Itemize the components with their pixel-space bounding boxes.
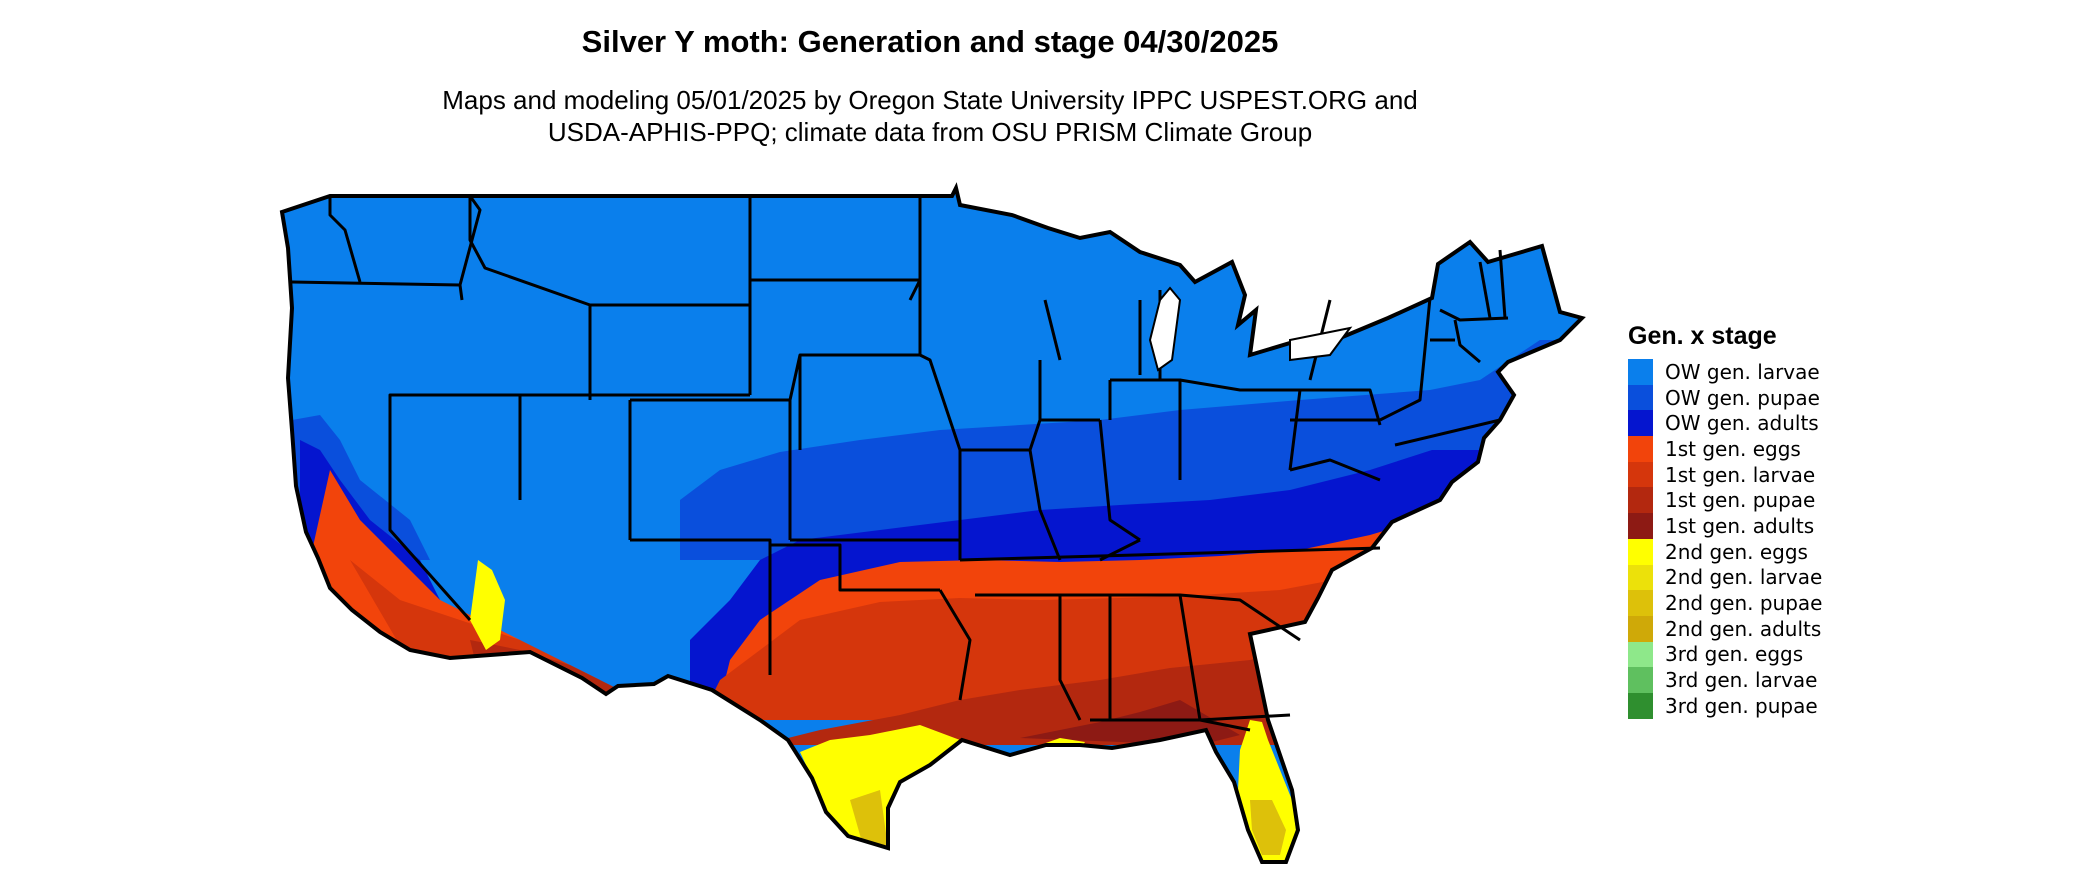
subtitle-line-1: Maps and modeling 05/01/2025 by Oregon S… [442, 85, 1418, 115]
subtitle-line-2: USDA-APHIS-PPQ; climate data from OSU PR… [547, 117, 1313, 147]
legend-item: 2nd gen. larvae [1628, 564, 1823, 591]
legend-label: OW gen. larvae [1665, 359, 1820, 384]
legend-swatch [1628, 564, 1653, 591]
band-2nd-eggs-az [470, 560, 505, 650]
phenology-bands [282, 188, 1582, 862]
map-title: Silver Y moth: Generation and stage 04/3… [581, 24, 1279, 59]
legend-item: OW gen. adults [1628, 410, 1822, 437]
legend-swatch [1628, 513, 1653, 539]
legend-item: 2nd gen. pupae [1628, 590, 1822, 616]
legend: Gen. x stage OW gen. larvae OW gen. pupae… [1628, 322, 1822, 719]
legend-label: OW gen. adults [1665, 411, 1819, 436]
legend-label: 1st gen. pupae [1665, 488, 1816, 513]
legend-label: 2nd gen. eggs [1665, 539, 1808, 564]
legend-item: 2nd gen. eggs [1628, 538, 1822, 565]
legend-label: 2nd gen. larvae [1665, 565, 1823, 590]
band-2nd-eggs [800, 725, 960, 848]
legend-label: 1st gen. larvae [1665, 462, 1816, 487]
legend-item: 1st gen. adults [1628, 513, 1822, 539]
band-2nd-pupae [850, 790, 888, 848]
legend-label: 3rd gen. pupae [1665, 693, 1818, 718]
lake-michigan [1148, 286, 1182, 372]
legend-swatch [1628, 359, 1653, 385]
legend-item: 2nd gen. adults [1628, 615, 1822, 642]
legend-label: 1st gen. adults [1665, 513, 1815, 538]
legend-swatch [1628, 410, 1653, 437]
legend-item: 1st gen. pupae [1628, 487, 1822, 514]
legend-items: OW gen. larvae OW gen. pupae OW gen. adult… [1628, 359, 1822, 719]
band-2nd-pupae-florida [1250, 800, 1286, 855]
legend-item: 3rd gen. eggs [1628, 641, 1822, 668]
legend-label: 3rd gen. larvae [1665, 668, 1818, 693]
legend-title: Gen. x stage [1628, 322, 1777, 350]
legend-swatch [1628, 667, 1653, 693]
legend-item: 3rd gen. pupae [1628, 692, 1822, 719]
legend-label: 3rd gen. eggs [1665, 642, 1804, 667]
legend-label: 1st gen. eggs [1665, 436, 1801, 461]
band-1st-eggs-west [310, 470, 520, 640]
lake-erie [1289, 326, 1353, 362]
legend-swatch [1628, 538, 1653, 565]
legend-label: 2nd gen. adults [1665, 616, 1822, 641]
legend-item: OW gen. pupae [1628, 384, 1822, 411]
legend-swatch [1628, 641, 1653, 668]
legend-swatch [1628, 615, 1653, 642]
legend-swatch [1628, 384, 1653, 411]
legend-label: OW gen. pupae [1665, 385, 1820, 410]
us-phenology-map [280, 186, 1584, 864]
legend-item: 1st gen. larvae [1628, 461, 1822, 488]
map-subtitle: Maps and modeling 05/01/2025 by Oregon S… [0, 84, 1860, 148]
legend-item: OW gen. larvae [1628, 359, 1822, 385]
legend-swatch [1628, 487, 1653, 514]
legend-swatch [1628, 590, 1653, 616]
state-borders [291, 195, 1509, 732]
legend-swatch [1628, 436, 1653, 462]
legend-swatch [1628, 461, 1653, 488]
legend-item: 1st gen. eggs [1628, 436, 1822, 462]
legend-item: 3rd gen. larvae [1628, 667, 1822, 693]
legend-label: 2nd gen. pupae [1665, 591, 1823, 616]
legend-swatch [1628, 692, 1653, 719]
